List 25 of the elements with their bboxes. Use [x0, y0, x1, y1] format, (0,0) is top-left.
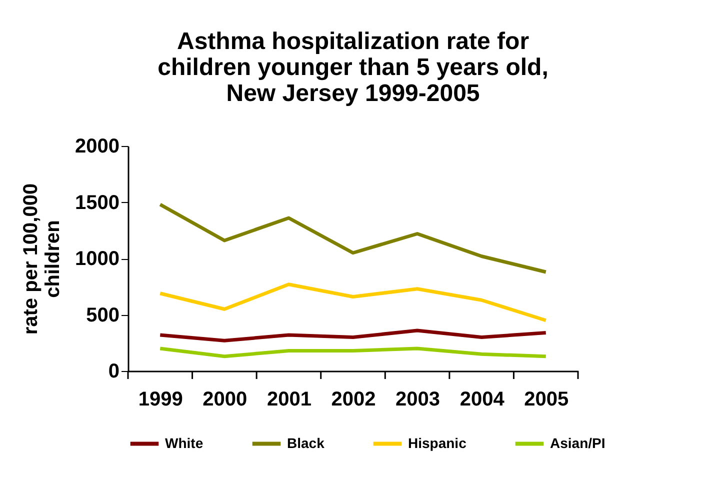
x-tick-label: 2001 [266, 388, 312, 410]
x-tick-label: 1999 [138, 388, 183, 410]
y-tick-label: 500 [86, 304, 120, 326]
legend-label: Hispanic [408, 434, 467, 451]
legend-label: Asian/PI [550, 434, 606, 451]
y-tick-label: 2000 [75, 136, 120, 158]
y-tick-label: 1500 [75, 192, 120, 214]
text: children [42, 220, 64, 298]
text: children younger than 5 years old, [158, 54, 548, 81]
x-tick-label: 2004 [460, 388, 506, 410]
x-tick-label: 2005 [524, 388, 569, 410]
line-series [158, 346, 548, 358]
line-series [158, 328, 548, 342]
line-series [158, 202, 548, 274]
text: New Jersey 1999-2005 [226, 80, 480, 107]
y-tick-label: 0 [108, 360, 120, 382]
x-tick-label: 2002 [331, 388, 376, 410]
legend-label: Black [287, 434, 325, 451]
legend-label: White [165, 434, 204, 451]
line-series [158, 282, 548, 322]
text: rate per 100,000 [20, 183, 42, 335]
x-tick-label: 2003 [396, 388, 440, 410]
y-tick-label: 1000 [75, 248, 120, 270]
x-tick-label: 2000 [202, 388, 248, 410]
text: Asthma hospitalization rate for [176, 28, 530, 55]
